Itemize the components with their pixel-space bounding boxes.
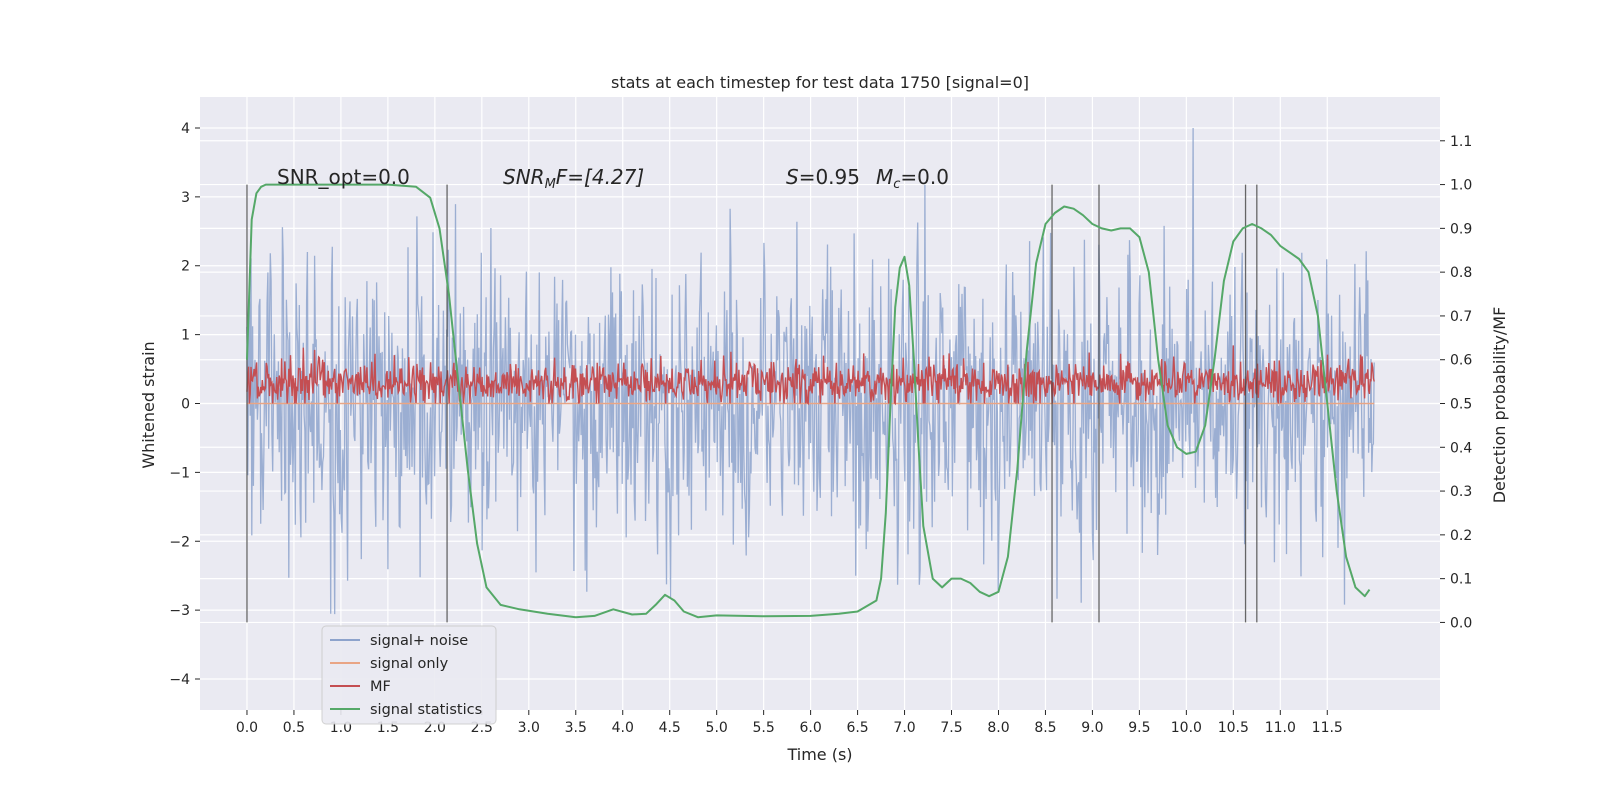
y-tick-label: −3 [169,603,190,619]
y-tick-label: −2 [169,534,190,550]
legend-box [321,625,497,725]
x-tick-label: 4.0 [612,720,634,736]
y-tick-label: 4 [181,121,190,137]
x-tick-label: 9.5 [1128,720,1150,736]
x-tick-label: 11.0 [1265,720,1296,736]
x-tick-label: 10.0 [1171,720,1202,736]
mc-sub: c [893,177,900,192]
y-axis-right-label: Detection probability/MF [1490,307,1509,504]
y-tick-label: 2 [181,259,190,275]
y-right-tick-label: 0.8 [1450,265,1472,281]
legend-label-signal: signal only [370,656,449,672]
y-right-tick-label: 0.7 [1450,309,1472,325]
y-right-tick-label: 1.0 [1450,178,1472,194]
x-tick-label: 10.5 [1218,720,1249,736]
x-tick-label: 0.0 [236,720,258,736]
legend-label-mf: MF [370,679,391,695]
s-label: S [786,165,799,189]
x-tick-label: 3.0 [518,720,540,736]
x-tick-label: 0.5 [283,720,305,736]
signal-noise-line [246,127,1375,615]
y-right-tick-label: 0.4 [1450,440,1472,456]
y-axis-left-ticks: 4 3 2 1 0 −1 −2 −3 −4 [169,121,200,688]
y-tick-label: 3 [181,190,190,206]
y-right-tick-label: 0.2 [1450,528,1472,544]
x-tick-label: 3.5 [565,720,587,736]
x-tick-label: 8.0 [987,720,1009,736]
y-tick-label: 1 [181,328,190,344]
x-tick-label: 11.5 [1312,720,1343,736]
y-right-tick-label: 0.3 [1450,484,1472,500]
x-tick-label: 5.5 [753,720,775,736]
signal-noise-series [246,127,1375,615]
mf-series [246,345,1375,406]
snr-mf-tail: F=[4.27] [556,165,644,189]
y-axis-right-ticks: 1.1 1.0 0.9 0.8 0.7 0.6 0.5 0.4 0.3 0.2 0.1 0.0 [1440,134,1472,631]
legend: signal+ noise signal only MF signal stat… [321,625,497,725]
y-tick-label: 0 [181,397,190,413]
y-tick-label: −4 [169,672,190,688]
annotation-snr-mf: SNRMF=[4.27] [503,165,644,192]
signal-statistics-line [246,183,1371,619]
y-right-tick-label: 0.0 [1450,615,1472,631]
snr-mf-main: SNR [503,165,545,189]
signal-statistics-series [246,183,1371,619]
x-tick-label: 8.5 [1034,720,1056,736]
y-right-tick-label: 1.1 [1450,134,1472,150]
legend-label-stats: signal statistics [370,702,482,718]
annotation-snr-opt: SNR_opt=0.0 [277,165,410,189]
x-tick-label: 6.5 [846,720,868,736]
x-tick-label: 6.0 [799,720,821,736]
chart-title: stats at each timestep for test data 175… [611,73,1029,92]
y-right-tick-label: 0.6 [1450,353,1472,369]
y-right-tick-label: 0.9 [1450,221,1472,237]
mc-value: =0.0 [900,165,949,189]
x-tick-label: 5.0 [706,720,728,736]
y-right-tick-label: 0.1 [1450,572,1472,588]
x-tick-label: 7.0 [893,720,915,736]
vertical-markers [246,184,1258,623]
x-tick-label: 9.0 [1081,720,1103,736]
x-tick-label: 4.5 [659,720,681,736]
y-axis-left-label: Whitened strain [139,341,158,468]
mc-main: M [876,165,893,189]
snr-mf-sub: M [545,177,556,192]
x-tick-label: 7.5 [940,720,962,736]
x-axis-label: Time (s) [786,745,852,764]
s-value: =0.95 [799,165,860,189]
mf-line [246,345,1375,406]
annotation-s-mc: S=0.95 Mc=0.0 [786,165,949,192]
legend-label-noise: signal+ noise [370,633,468,649]
y-right-tick-label: 0.5 [1450,397,1472,413]
y-tick-label: −1 [169,465,190,481]
